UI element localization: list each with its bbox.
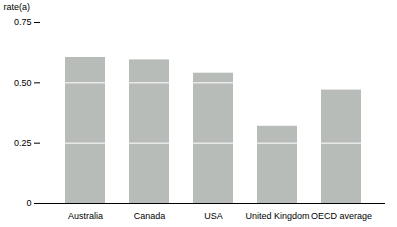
svg-text:rate(a): rate(a) (4, 2, 31, 12)
svg-text:0: 0 (26, 198, 31, 208)
svg-text:Canada: Canada (134, 211, 166, 221)
svg-text:0.50: 0.50 (14, 78, 32, 88)
svg-text:0.75: 0.75 (14, 17, 32, 27)
svg-text:OECD average: OECD average (311, 211, 372, 221)
svg-text:United Kingdom: United Kingdom (245, 211, 309, 221)
svg-text:USA: USA (204, 211, 223, 221)
svg-text:Australia: Australia (68, 211, 103, 221)
svg-text:0.25: 0.25 (14, 138, 32, 148)
